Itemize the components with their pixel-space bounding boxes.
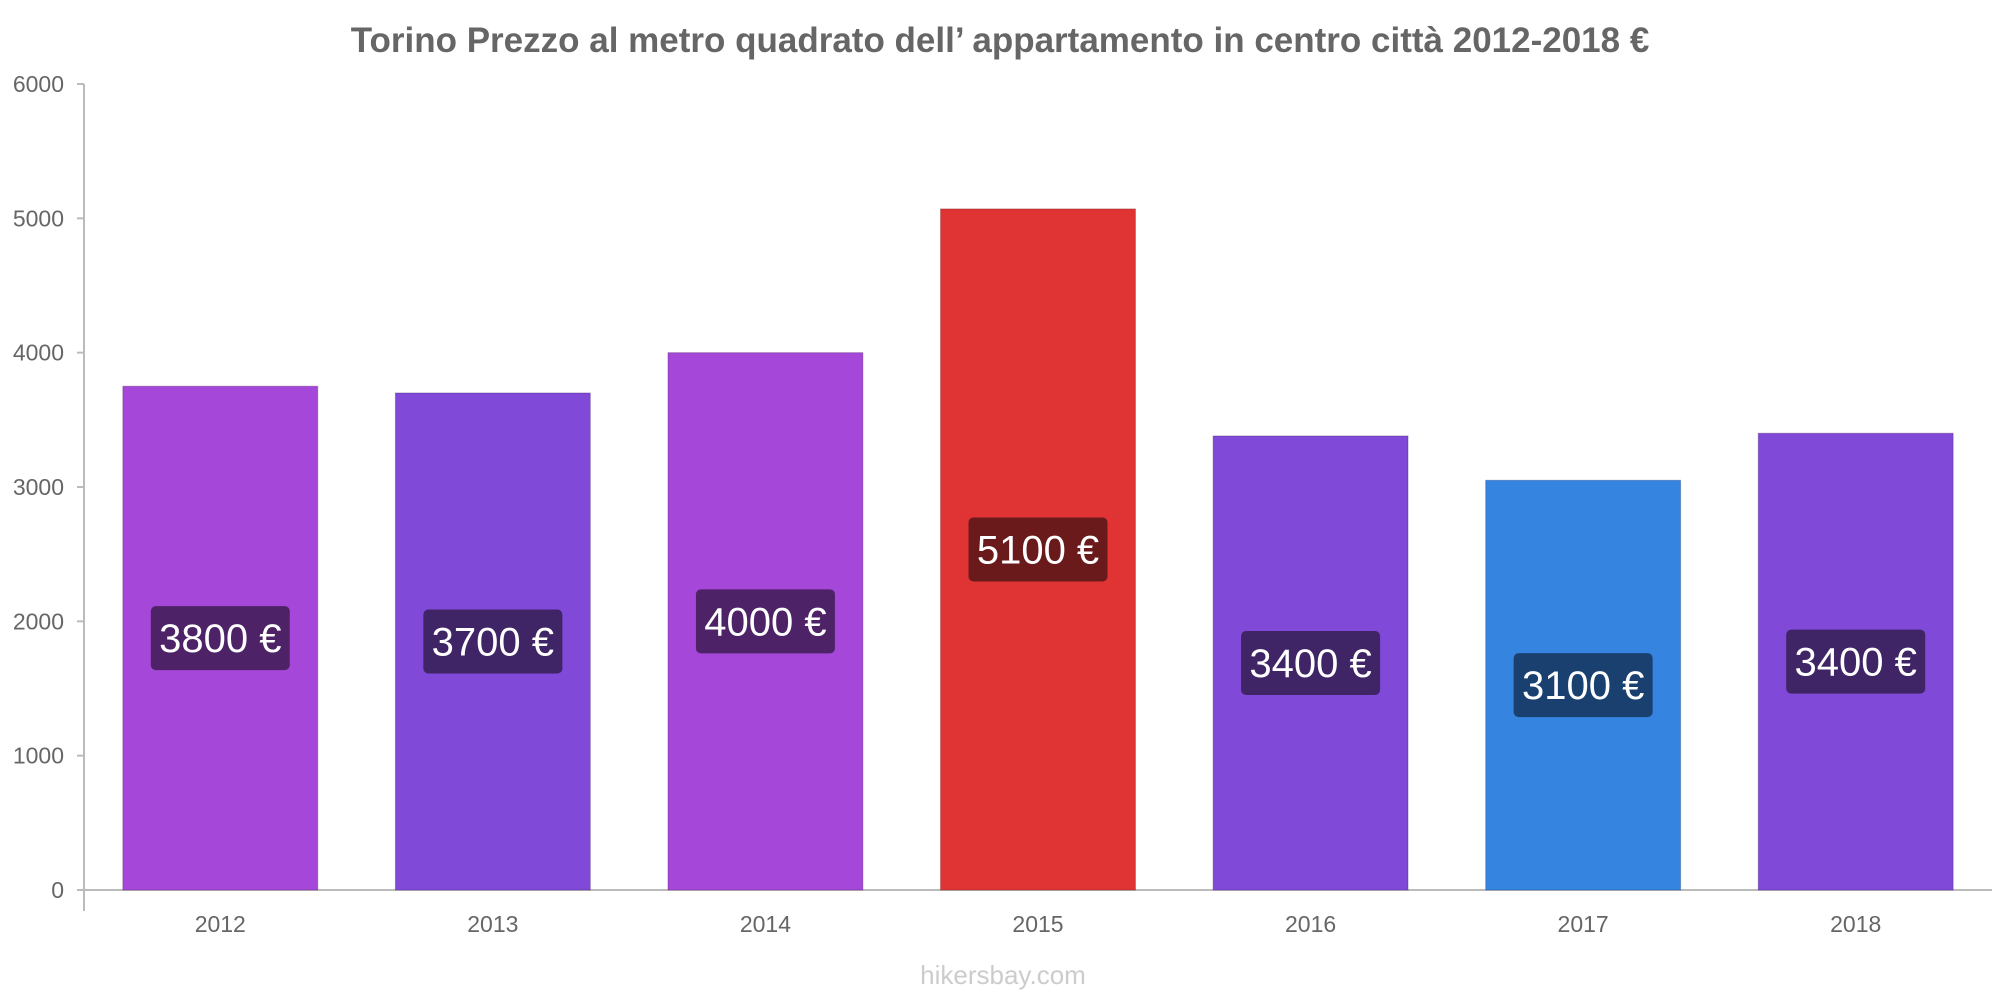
value-label-2015: 5100 € (977, 528, 1099, 572)
x-axis: 2012 2013 2014 2015 2016 2017 2018 (84, 889, 1992, 937)
y-tick-label: 3000 (13, 474, 64, 500)
value-labels: 3800 € 3700 € 4000 € 5100 € 3400 € 3100 € 3400… (150, 517, 1926, 718)
x-tick-label: 2012 (195, 911, 246, 937)
chart-title: Torino Prezzo al metro quadrato dell’ ap… (351, 21, 1650, 60)
value-label-box (1786, 629, 1926, 694)
y-tick-label: 6000 (13, 71, 64, 97)
value-label-2014: 4000 € (704, 600, 826, 644)
value-label-box (150, 606, 290, 671)
value-label-2013: 3700 € (432, 620, 554, 664)
value-label-2016: 3400 € (1249, 642, 1371, 686)
x-tick-label: 2017 (1558, 911, 1609, 937)
value-label-box (1241, 630, 1381, 695)
value-label-2012: 3800 € (159, 617, 281, 661)
value-label-box (423, 609, 563, 674)
value-label-2018: 3400 € (1795, 641, 1917, 685)
y-tick-label: 2000 (13, 608, 64, 634)
x-tick-label: 2015 (1012, 911, 1063, 937)
x-tick-label: 2014 (740, 911, 791, 937)
watermark-text: hikersbay.com (920, 960, 1086, 990)
x-tick-label: 2013 (467, 911, 518, 937)
y-tick-label: 1000 (13, 743, 64, 769)
y-tick-label: 0 (51, 877, 64, 903)
value-label-box (1513, 653, 1653, 718)
x-tick-label: 2016 (1285, 911, 1336, 937)
value-label-box (695, 589, 835, 654)
y-axis: 0 1000 2000 3000 4000 5000 6000 (13, 71, 85, 911)
x-tick-label: 2018 (1830, 911, 1881, 937)
value-label-2017: 3100 € (1522, 664, 1644, 708)
y-tick-label: 4000 (13, 340, 64, 366)
y-tick-label: 5000 (13, 205, 64, 231)
value-label-box (968, 517, 1108, 582)
